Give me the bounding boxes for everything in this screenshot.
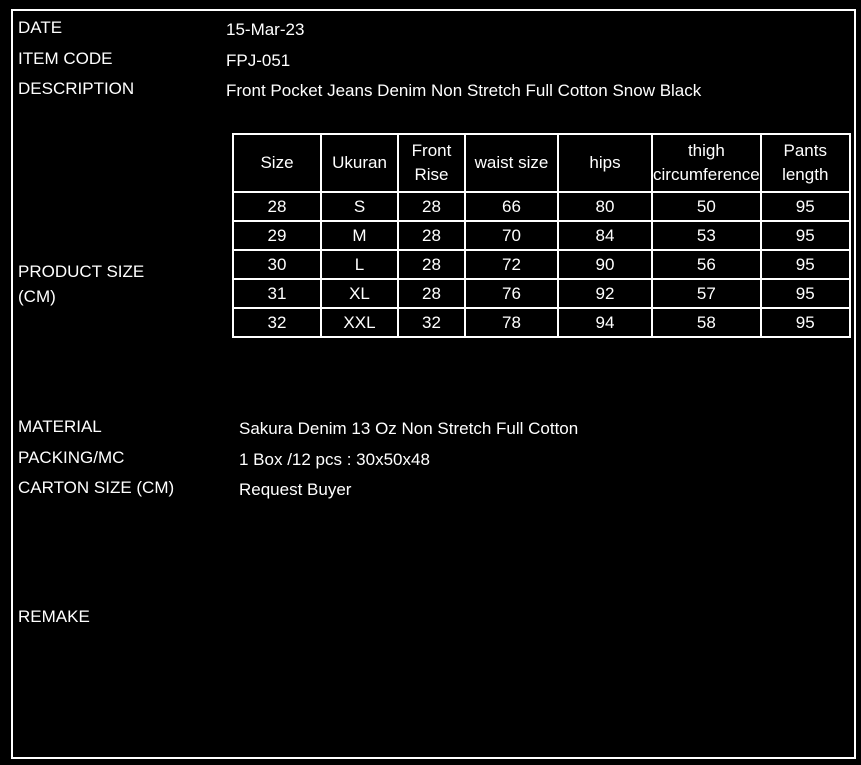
table-cell: 28: [397, 220, 466, 251]
table-cell: 28: [397, 249, 466, 280]
table-cell: 28: [397, 191, 466, 222]
table-cell: 32: [397, 307, 466, 338]
field-value: Sakura Denim 13 Oz Non Stretch Full Cott…: [239, 419, 579, 438]
table-cell: 92: [557, 278, 653, 309]
column-header: hips: [557, 133, 653, 193]
table-cell: 95: [759, 249, 851, 280]
table-cell: 84: [557, 220, 653, 251]
column-header: thigh circumference: [651, 133, 762, 193]
field-label: ITEM CODE: [18, 49, 113, 68]
table-row: 31 XL 28 76 92 57 95: [232, 278, 851, 309]
column-header-text: thigh circumference: [653, 141, 760, 184]
table-cell: 95: [759, 307, 851, 338]
field-label: DESCRIPTION: [18, 79, 135, 98]
field-value: 15-Mar-23: [226, 20, 305, 39]
table-row: 32 XXL 32 78 94 58 95: [232, 307, 851, 338]
table-cell: M: [320, 220, 399, 251]
table-cell: 66: [464, 191, 559, 222]
table-cell: 58: [651, 307, 762, 338]
table-cell: XL: [320, 278, 399, 309]
size-table: Size Ukuran Front Rise waist size hips thigh …: [232, 133, 851, 338]
field-label: REMAKE: [18, 607, 90, 626]
table-row: 29 M 28 70 84 53 95: [232, 220, 851, 251]
table-cell: 94: [557, 307, 653, 338]
header-row: Size Ukuran Front Rise waist size hips thigh …: [232, 133, 851, 193]
table-cell: 57: [651, 278, 762, 309]
table-cell: 28: [397, 278, 466, 309]
column-header: Front Rise: [397, 133, 466, 193]
field-label: MATERIAL: [18, 417, 102, 436]
column-header: waist size: [464, 133, 559, 193]
table-cell: 95: [759, 220, 851, 251]
table-cell: 31: [232, 278, 322, 309]
table-cell: S: [320, 191, 399, 222]
table-cell: 70: [464, 220, 559, 251]
column-header: Pants length: [759, 133, 851, 193]
column-header-text: Pants length: [782, 141, 829, 184]
field-label: PACKING/MC: [18, 448, 125, 467]
column-header-text: hips: [589, 153, 621, 172]
table-cell: L: [320, 249, 399, 280]
table-cell: XXL: [320, 307, 399, 338]
field-value: 1 Box /12 pcs : 30x50x48: [239, 450, 430, 469]
table-cell: 95: [759, 191, 851, 222]
table-cell: 90: [557, 249, 653, 280]
field-value: Request Buyer: [239, 480, 352, 499]
field-value: FPJ-051: [226, 51, 291, 70]
table-cell: 76: [464, 278, 559, 309]
table-cell: 72: [464, 249, 559, 280]
table-cell: 56: [651, 249, 762, 280]
table-cell: 80: [557, 191, 653, 222]
table-cell: 28: [232, 191, 322, 222]
frame: [11, 9, 856, 759]
table-cell: 30: [232, 249, 322, 280]
column-header-text: Front Rise: [411, 141, 452, 184]
table-cell: 78: [464, 307, 559, 338]
column-header: Ukuran: [320, 133, 399, 193]
field-label: PRODUCT SIZE (CM): [18, 262, 145, 306]
column-header-text: Size: [260, 153, 294, 172]
table-cell: 32: [232, 307, 322, 338]
table-cell: 50: [651, 191, 762, 222]
column-header-text: Ukuran: [332, 153, 387, 172]
field-value: Front Pocket Jeans Denim Non Stretch Ful…: [226, 81, 702, 100]
table-row: 30 L 28 72 90 56 95: [232, 249, 851, 280]
table-cell: 53: [651, 220, 762, 251]
field-label: CARTON SIZE (CM): [18, 478, 175, 497]
table-cell: 95: [759, 278, 851, 309]
field-label: DATE: [18, 18, 63, 37]
table-cell: 29: [232, 220, 322, 251]
column-header: Size: [232, 133, 322, 193]
table-row: 28 S 28 66 80 50 95: [232, 191, 851, 222]
column-header-text: waist size: [474, 153, 549, 172]
